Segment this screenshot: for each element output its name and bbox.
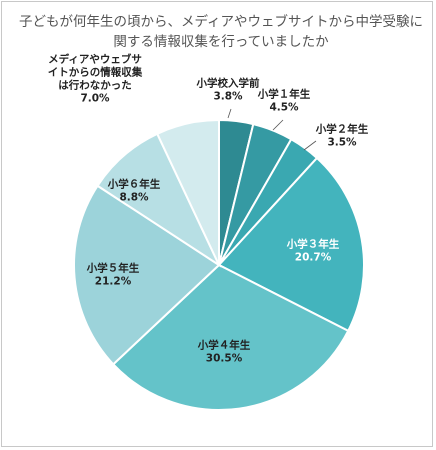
- slice-label: 小学２年生 3.5%: [315, 123, 369, 149]
- slice-label: メディアやウェブサイトからの情報収集は行わなかった 7.0%: [48, 53, 143, 105]
- slice-label: 小学校入学前 3.8%: [196, 77, 260, 103]
- pie-slice: [155, 118, 220, 266]
- pie-slice: [111, 263, 350, 411]
- pie-slice: [217, 156, 365, 333]
- slice-label: 小学５年生 21.2%: [86, 262, 140, 288]
- slice-label: 小学４年生 30.5%: [197, 339, 251, 365]
- chart-title: 子どもが何年生の頃から、メディアやウェブサイトから中学受験に関する情報収集を行っ…: [18, 14, 424, 50]
- leader-line: [303, 140, 317, 151]
- leader-line: [272, 119, 284, 131]
- slice-label: 小学６年生 8.8%: [107, 178, 161, 204]
- slice-label: 小学３年生 20.7%: [286, 238, 340, 264]
- slice-label: 小学１年生 4.5%: [257, 88, 311, 114]
- leader-line: [227, 108, 232, 119]
- pie-slice: [73, 184, 221, 366]
